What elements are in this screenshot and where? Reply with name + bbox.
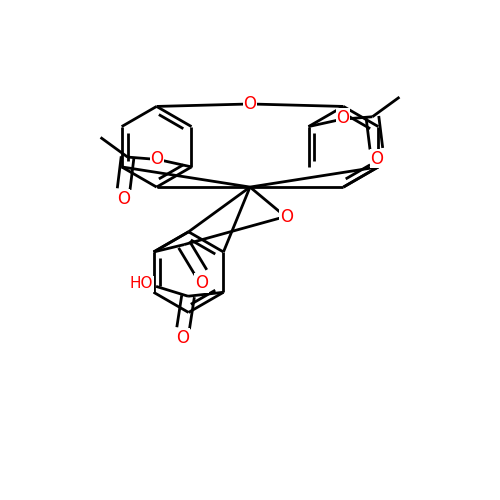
Text: O: O — [116, 190, 130, 208]
Text: O: O — [280, 208, 293, 226]
Text: O: O — [244, 95, 256, 113]
Text: HO: HO — [130, 276, 153, 291]
Text: O: O — [370, 150, 384, 168]
Text: O: O — [176, 329, 189, 347]
Text: O: O — [196, 274, 208, 292]
Text: O: O — [336, 109, 349, 127]
Text: O: O — [150, 150, 164, 168]
